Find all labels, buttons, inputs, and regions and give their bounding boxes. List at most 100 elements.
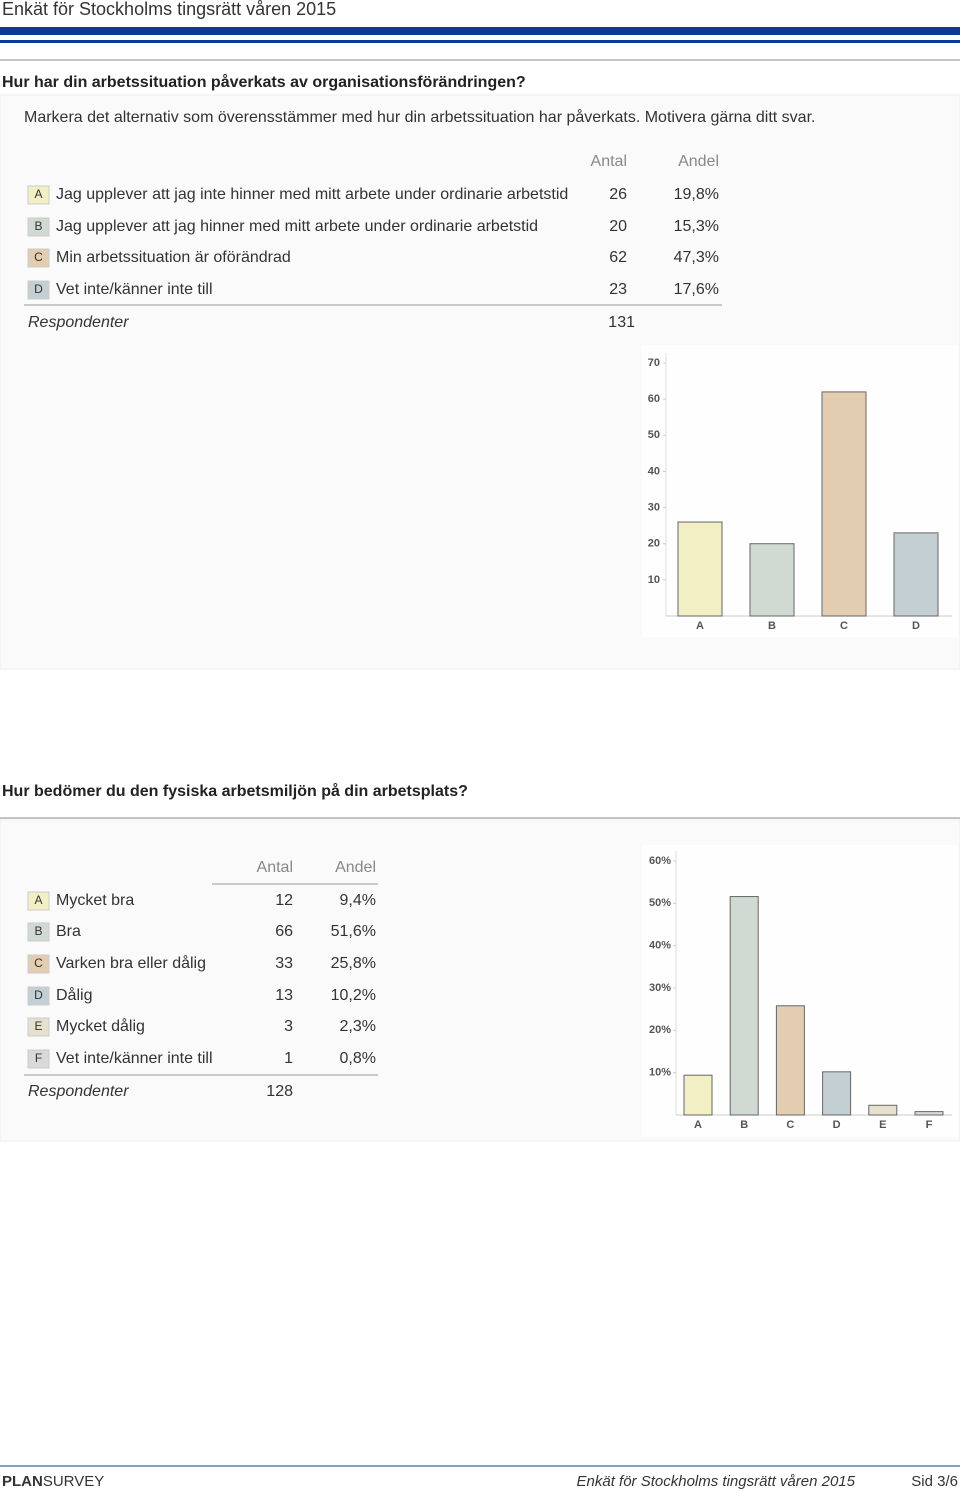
option-text: Min arbetssituation är oförändrad <box>56 249 291 266</box>
y-tick-label: 30% <box>649 982 671 994</box>
badge <box>27 1017 50 1037</box>
page-number: Sid 3/6 <box>911 1473 958 1490</box>
count: 23 <box>609 281 627 298</box>
x-tick-label: F <box>926 1119 933 1131</box>
question: Hur bedömer du den fysiska arbetsmiljön … <box>2 782 468 800</box>
share: 10,2% <box>331 987 376 1004</box>
share: 2,3% <box>340 1018 376 1035</box>
share: 19,8% <box>674 186 719 203</box>
share: 17,6% <box>674 281 719 298</box>
footer-title: Enkät för Stockholms tingsrätt våren 201… <box>577 1473 856 1490</box>
y-tick-label: 20% <box>649 1024 671 1036</box>
count: 1 <box>284 1050 293 1067</box>
y-tick-label: 60 <box>648 393 660 405</box>
badge-letter: C <box>34 250 43 264</box>
count: 3 <box>284 1018 293 1035</box>
badge-letter: A <box>34 187 42 201</box>
badge-letter: D <box>34 988 43 1002</box>
bar <box>683 1074 713 1116</box>
option-text: Mycket bra <box>56 892 134 909</box>
badge <box>27 280 50 300</box>
y-tick-label: 10% <box>649 1067 671 1079</box>
count: 62 <box>609 249 627 266</box>
question: Hur har din arbetssituation påverkats av… <box>2 73 526 91</box>
column-header: Andel <box>335 859 376 876</box>
y-tick-label: 60% <box>649 855 671 867</box>
respondents: 131 <box>608 314 635 331</box>
option-text: Jag upplever att jag inte hinner med mit… <box>56 186 568 203</box>
badge <box>27 217 50 237</box>
badge <box>27 1049 50 1069</box>
bar <box>893 532 939 617</box>
x-tick-label: C <box>840 620 848 632</box>
y-tick-label: 40% <box>649 940 671 952</box>
badge-letter: C <box>34 956 43 970</box>
share: 0,8% <box>340 1050 376 1067</box>
count: 66 <box>275 923 293 940</box>
respondents-label: Respondenter <box>28 1083 129 1100</box>
y-tick-label: 50 <box>648 429 660 441</box>
option-text: Vet inte/känner inte till <box>56 1050 213 1067</box>
badge-letter: A <box>34 893 42 907</box>
share: 9,4% <box>340 892 376 909</box>
x-tick-label: D <box>912 620 920 632</box>
x-tick-label: B <box>740 1119 748 1131</box>
option-text: Vet inte/känner inte till <box>56 281 213 298</box>
header-bar <box>0 27 960 35</box>
column-header: Andel <box>678 153 719 170</box>
brand-rest: SURVEY <box>43 1473 104 1490</box>
bar <box>749 543 795 617</box>
y-tick-label: 20 <box>648 538 660 550</box>
badge-letter: B <box>34 219 42 233</box>
option-text: Mycket dålig <box>56 1017 145 1035</box>
option-text: Dålig <box>56 986 92 1004</box>
share: 47,3% <box>674 249 719 266</box>
y-tick-label: 70 <box>648 357 660 369</box>
badge-letter: D <box>34 282 43 296</box>
respondents-label: Respondenter <box>28 314 129 331</box>
share: 25,8% <box>331 955 376 972</box>
brand-bold: PLAN <box>2 1473 43 1490</box>
badge <box>27 954 50 974</box>
column-header: Antal <box>591 153 627 170</box>
x-tick-label: C <box>786 1119 794 1131</box>
share: 51,6% <box>331 923 376 940</box>
bar <box>868 1104 898 1116</box>
option-text: Jag upplever att jag hinner med mitt arb… <box>56 218 538 235</box>
badge-letter: B <box>34 924 42 938</box>
x-tick-label: A <box>694 1119 702 1131</box>
badge <box>27 248 50 268</box>
y-tick-label: 30 <box>648 501 660 513</box>
badge <box>27 891 50 911</box>
x-tick-label: D <box>833 1119 841 1131</box>
badge-letter: F <box>35 1051 42 1065</box>
header-line <box>0 40 960 43</box>
y-tick-label: 40 <box>648 465 660 477</box>
brand: PLANSURVEY <box>2 1473 104 1490</box>
option-text: Varken bra eller dålig <box>56 954 206 972</box>
count: 20 <box>609 218 627 235</box>
instruction: Markera det alternativ som överensstämme… <box>24 108 815 126</box>
bar <box>822 1071 852 1116</box>
option-text: Bra <box>56 923 81 940</box>
share: 15,3% <box>674 218 719 235</box>
count: 13 <box>275 987 293 1004</box>
respondents: 128 <box>266 1083 293 1100</box>
count: 33 <box>275 955 293 972</box>
y-tick-label: 10 <box>648 574 660 586</box>
badge <box>27 922 50 942</box>
page-title: Enkät för Stockholms tingsrätt våren 201… <box>2 0 336 19</box>
count: 12 <box>275 892 293 909</box>
bar <box>914 1111 944 1116</box>
count: 26 <box>609 186 627 203</box>
badge-letter: E <box>34 1019 42 1033</box>
x-tick-label: E <box>879 1119 886 1131</box>
column-header: Antal <box>257 859 293 876</box>
y-tick-label: 50% <box>649 897 671 909</box>
bar <box>729 896 759 1116</box>
x-tick-label: B <box>768 620 776 632</box>
bar <box>821 391 867 617</box>
x-tick-label: A <box>696 620 704 632</box>
bar <box>677 521 723 617</box>
